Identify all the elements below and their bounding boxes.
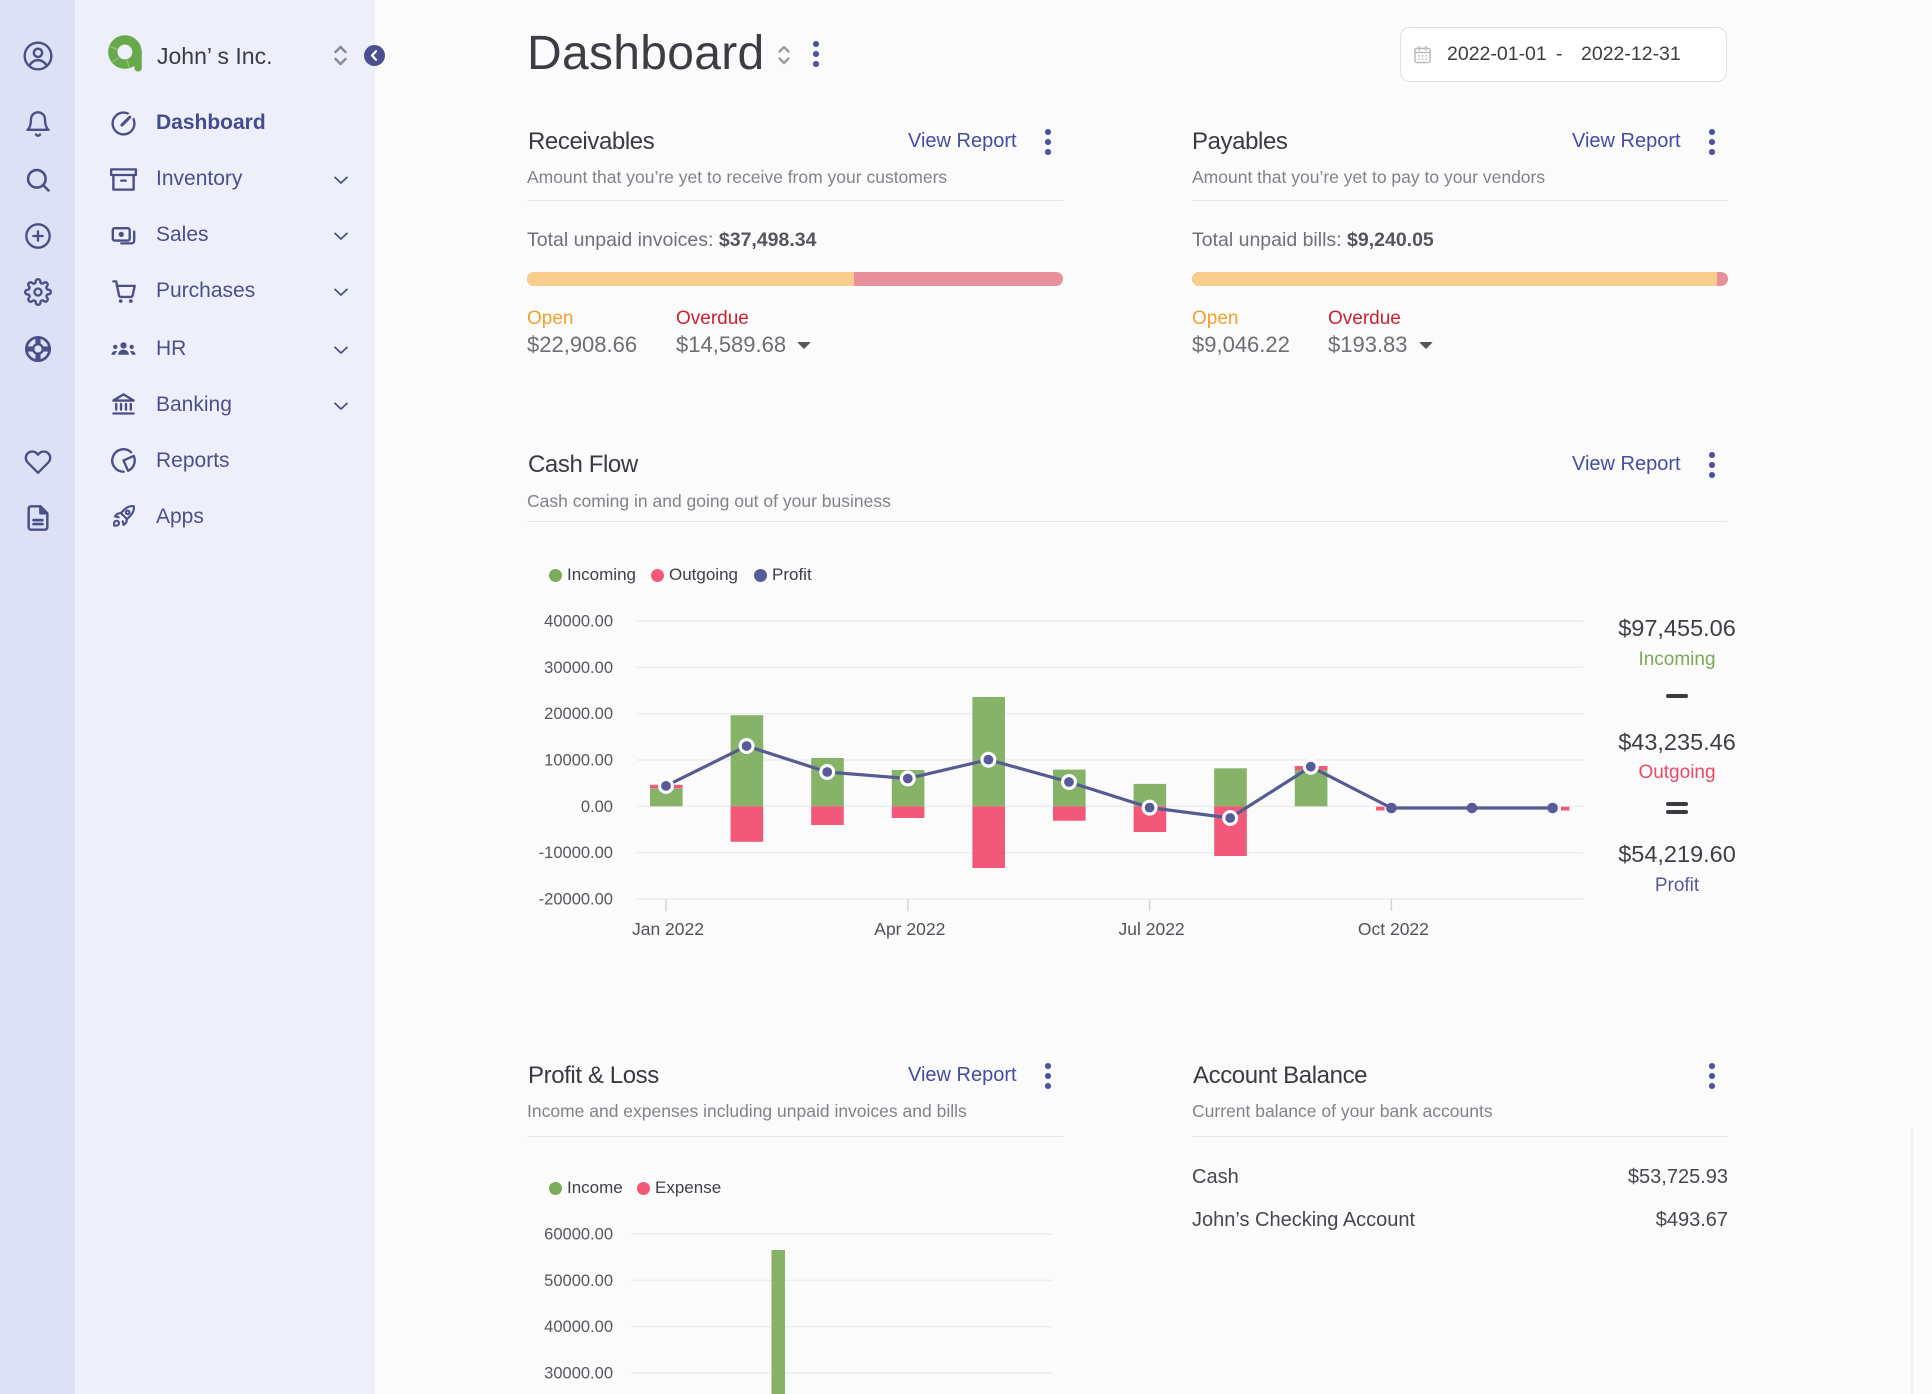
svg-text:60000.00: 60000.00 [544, 1226, 613, 1244]
svg-text:30000.00: 30000.00 [544, 659, 613, 677]
svg-text:Oct 2022: Oct 2022 [1358, 919, 1429, 939]
svg-text:0.00: 0.00 [581, 798, 613, 816]
svg-text:40000.00: 40000.00 [544, 613, 613, 631]
svg-text:30000.00: 30000.00 [544, 1365, 613, 1383]
svg-text:10000.00: 10000.00 [544, 752, 613, 770]
svg-text:-20000.00: -20000.00 [539, 891, 613, 909]
svg-text:-10000.00: -10000.00 [539, 844, 613, 862]
svg-text:Jul 2022: Jul 2022 [1119, 919, 1185, 939]
svg-text:20000.00: 20000.00 [544, 705, 613, 723]
svg-text:Apr 2022: Apr 2022 [874, 919, 945, 939]
svg-text:Jan 2022: Jan 2022 [632, 919, 704, 939]
svg-text:40000.00: 40000.00 [544, 1318, 613, 1336]
svg-text:50000.00: 50000.00 [544, 1272, 613, 1290]
